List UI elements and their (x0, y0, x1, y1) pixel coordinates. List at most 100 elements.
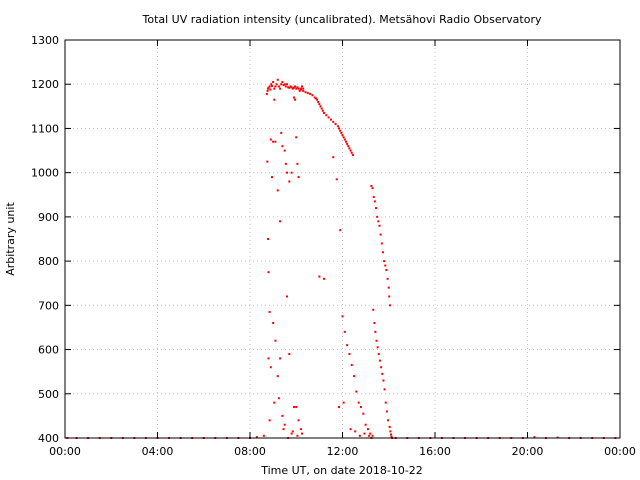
data-point (272, 322, 275, 325)
data-point (346, 344, 349, 347)
data-point (371, 187, 374, 190)
data-point (357, 401, 360, 404)
data-point (372, 308, 375, 311)
data-point (269, 88, 272, 91)
data-point (269, 138, 272, 141)
data-point (349, 428, 352, 431)
data-point (317, 100, 320, 103)
data-point (363, 432, 366, 435)
data-point (281, 414, 284, 417)
data-point (266, 160, 269, 163)
data-point (390, 433, 393, 436)
data-point (299, 87, 302, 90)
data-point (286, 83, 288, 86)
data-point (332, 120, 335, 123)
data-point (389, 430, 392, 433)
data-point (378, 359, 381, 362)
y-tick-label: 1000 (31, 167, 59, 180)
data-point (273, 401, 276, 404)
x-tick-label: 00:00 (49, 445, 81, 458)
data-point (292, 406, 295, 409)
data-point (323, 111, 325, 114)
data-point (268, 310, 271, 313)
data-point (339, 229, 342, 232)
data-point (273, 87, 276, 90)
data-point (343, 330, 346, 333)
data-points (66, 78, 617, 439)
data-point (341, 315, 344, 318)
data-point (350, 364, 353, 367)
data-point (338, 127, 341, 130)
data-point (282, 428, 285, 431)
data-point (371, 434, 374, 437)
data-point (388, 304, 391, 307)
data-point (291, 430, 294, 433)
y-tick-label: 800 (38, 255, 59, 268)
data-point (267, 238, 270, 240)
data-point (381, 251, 384, 254)
data-point (344, 140, 347, 143)
y-tick-label: 600 (38, 344, 59, 357)
data-point (294, 85, 297, 88)
data-point (385, 268, 388, 271)
data-point (276, 189, 279, 192)
data-point (272, 140, 275, 143)
data-point (299, 428, 302, 431)
data-point (387, 286, 390, 289)
data-point (378, 224, 381, 227)
data-point (381, 372, 384, 375)
data-point (279, 87, 282, 90)
data-point (289, 85, 292, 88)
data-point (268, 85, 271, 88)
data-point (267, 357, 270, 360)
data-point (304, 91, 307, 94)
data-point (288, 180, 291, 183)
data-point (313, 96, 316, 99)
y-tick-label: 900 (38, 211, 59, 224)
data-point (284, 162, 287, 165)
x-axis-label: Time UT, on date 2018-10-22 (260, 464, 423, 477)
data-point (386, 277, 389, 280)
data-point (290, 86, 293, 89)
data-point (272, 81, 275, 84)
data-point (376, 346, 379, 349)
y-axis-label: Arbitrary unit (4, 202, 17, 276)
data-point (370, 184, 373, 187)
data-point (311, 94, 314, 97)
data-point (268, 419, 271, 422)
y-tick-label: 1200 (31, 78, 59, 91)
data-point (276, 78, 279, 81)
data-point (366, 428, 369, 431)
data-point (360, 406, 362, 409)
data-point (316, 98, 319, 101)
data-point (340, 131, 343, 134)
data-point (335, 178, 338, 181)
data-point (342, 401, 345, 404)
data-point (277, 85, 280, 88)
x-tick-label: 20:00 (512, 445, 544, 458)
data-point (301, 85, 304, 88)
data-point (294, 98, 297, 101)
data-point (325, 114, 328, 117)
data-point (283, 149, 286, 152)
data-point (375, 339, 378, 342)
data-point (376, 215, 379, 218)
data-point (369, 432, 372, 435)
data-point (270, 176, 273, 179)
data-point (296, 434, 299, 437)
data-point (347, 145, 350, 148)
y-tick-label: 500 (38, 388, 59, 401)
data-point (277, 397, 280, 400)
y-tick-label: 1300 (31, 34, 59, 47)
data-point (377, 220, 380, 223)
data-point (292, 86, 295, 89)
data-point (341, 134, 344, 137)
data-point (332, 156, 335, 159)
chart-title: Total UV radiation intensity (uncalibrat… (142, 13, 542, 26)
data-point (281, 145, 284, 148)
data-point (298, 89, 301, 92)
data-point (372, 195, 375, 198)
data-point (380, 242, 383, 245)
data-point (276, 375, 279, 378)
data-point (373, 322, 376, 325)
